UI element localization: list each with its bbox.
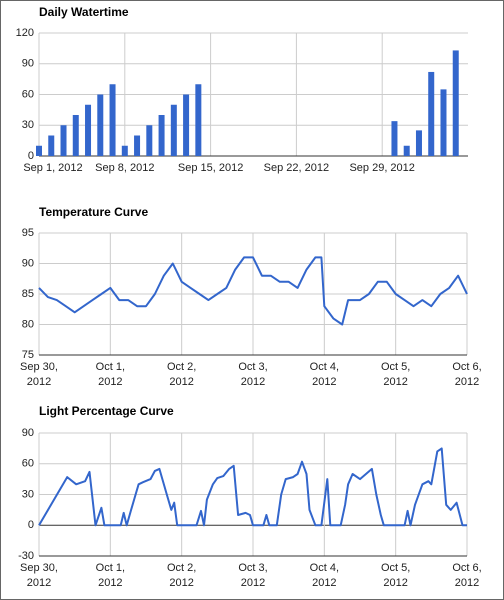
y-tick-label: 80 <box>22 318 34 330</box>
y-tick-label: 75 <box>22 349 34 361</box>
bar <box>415 130 422 156</box>
bar <box>60 125 67 156</box>
x-tick-label: Sep 15, 2012 <box>177 162 244 174</box>
chart-title: Temperature Curve <box>39 205 148 219</box>
bar <box>48 135 55 156</box>
x-tick-label: Oct 2, 2012 <box>166 562 197 589</box>
bar <box>428 71 435 156</box>
y-tick-label: 0 <box>28 150 34 162</box>
bar <box>440 89 447 156</box>
y-tick-label: 120 <box>16 27 34 39</box>
x-tick-label: Oct 6, 2012 <box>452 361 482 388</box>
bar <box>97 94 104 156</box>
x-tick-label: Sep 22, 2012 <box>263 162 330 174</box>
x-tick-label: Sep 29, 2012 <box>349 162 415 174</box>
line <box>38 447 467 527</box>
y-tick-label: 90 <box>22 58 34 70</box>
bar <box>452 50 459 156</box>
x-tick-label: Oct 2, 2012 <box>166 361 197 388</box>
bar <box>195 84 202 156</box>
bar <box>121 145 128 156</box>
bar <box>36 145 42 156</box>
y-tick-label: 90 <box>22 257 34 269</box>
bar <box>403 145 410 156</box>
x-tick-label: Oct 6, 2012 <box>452 562 482 589</box>
chart-title: Light Percentage Curve <box>39 404 174 418</box>
bar <box>158 115 165 156</box>
line <box>38 256 468 326</box>
x-tick-label: Oct 5, 2012 <box>380 562 411 589</box>
bar <box>72 115 79 156</box>
chart-title: Daily Watertime <box>39 5 129 19</box>
bar <box>134 135 141 156</box>
x-tick-label: Sep 30, 2012 <box>20 562 58 589</box>
bar <box>85 104 92 156</box>
y-tick-label: 60 <box>22 458 34 470</box>
y-tick-label: -30 <box>18 550 34 562</box>
y-tick-label: 60 <box>22 88 34 100</box>
x-tick-label: Oct 4, 2012 <box>309 361 339 388</box>
y-tick-label: 0 <box>28 519 34 531</box>
x-tick-label: Sep 8, 2012 <box>95 162 155 174</box>
x-tick-label: Oct 3, 2012 <box>238 562 268 589</box>
x-tick-label: Sep 30, 2012 <box>20 361 58 388</box>
bar <box>183 94 190 156</box>
bar <box>146 125 153 156</box>
y-tick-label: 90 <box>22 427 34 439</box>
y-tick-label: 30 <box>22 488 34 500</box>
x-tick-label: Oct 1, 2012 <box>95 361 125 388</box>
bar <box>170 104 177 156</box>
x-tick-label: Sep 1, 2012 <box>23 162 83 174</box>
y-tick-label: 85 <box>22 288 34 300</box>
x-tick-label: Oct 3, 2012 <box>238 361 268 388</box>
bar <box>391 121 398 156</box>
y-tick-label: 95 <box>22 227 34 239</box>
x-tick-label: Oct 4, 2012 <box>309 562 339 589</box>
x-tick-label: Oct 5, 2012 <box>380 361 411 388</box>
x-tick-label: Oct 1, 2012 <box>95 562 125 589</box>
y-tick-label: 30 <box>22 119 34 131</box>
bar <box>109 84 116 156</box>
